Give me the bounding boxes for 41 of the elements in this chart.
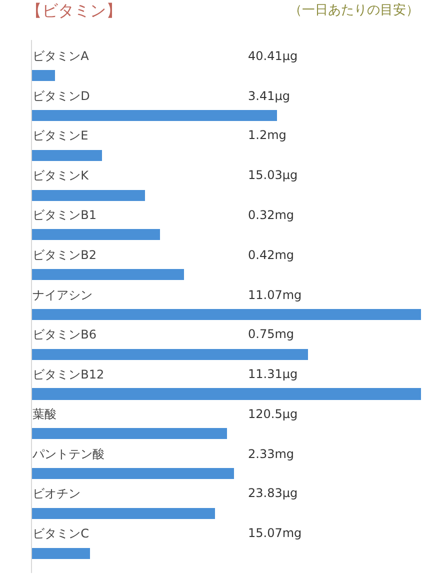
annotation: 3.41μg [248,89,290,103]
annotation: 2.33mg [248,447,294,461]
bar [32,388,421,400]
y-tick-label: ビタミンD [32,88,90,103]
chart-title: 【ビタミン】 [26,1,122,20]
y-tick-label: 葉酸 [32,407,57,422]
annotation: 23.83μg [248,486,298,500]
bar [32,229,160,240]
annotation: 15.03μg [248,168,298,182]
bar [32,468,234,479]
y-tick-label: ビタミンE [32,128,88,143]
y-tick-label: ビタミンB6 [32,328,96,342]
y-tick-label: ビタミンB12 [32,367,104,382]
annotation: 11.07mg [248,288,302,302]
annotation: 0.75mg [248,327,294,341]
bar [32,70,55,81]
bar [32,508,215,519]
bar [32,150,102,161]
bar [32,110,277,121]
annotation: 11.31μg [248,367,298,381]
bar [32,309,421,320]
bar [32,190,145,201]
y-tick-label: ビタミンA [32,49,90,64]
annotation: 40.41μg [248,49,298,63]
bar [32,269,184,280]
y-tick-label: ビタミンK [32,168,90,182]
bar [32,349,308,360]
y-tick-label: ビタミンB1 [32,208,96,222]
y-tick-label: パントテン酸 [32,446,105,461]
annotation: 120.5μg [248,407,298,421]
bar [32,428,227,439]
chart-subtitle: （一日あたりの目安） [289,2,419,18]
y-tick-label: ナイアシン [32,288,93,302]
annotation: 0.32mg [248,208,294,222]
annotation: 15.07mg [248,526,302,540]
y-tick-label: ビタミンC [32,526,89,540]
y-tick-label: ビタミンB2 [32,248,96,262]
annotation: 0.42mg [248,248,294,262]
y-tick-label: ビオチン [32,486,81,501]
annotation: 1.2mg [248,128,286,142]
bar [32,548,90,559]
